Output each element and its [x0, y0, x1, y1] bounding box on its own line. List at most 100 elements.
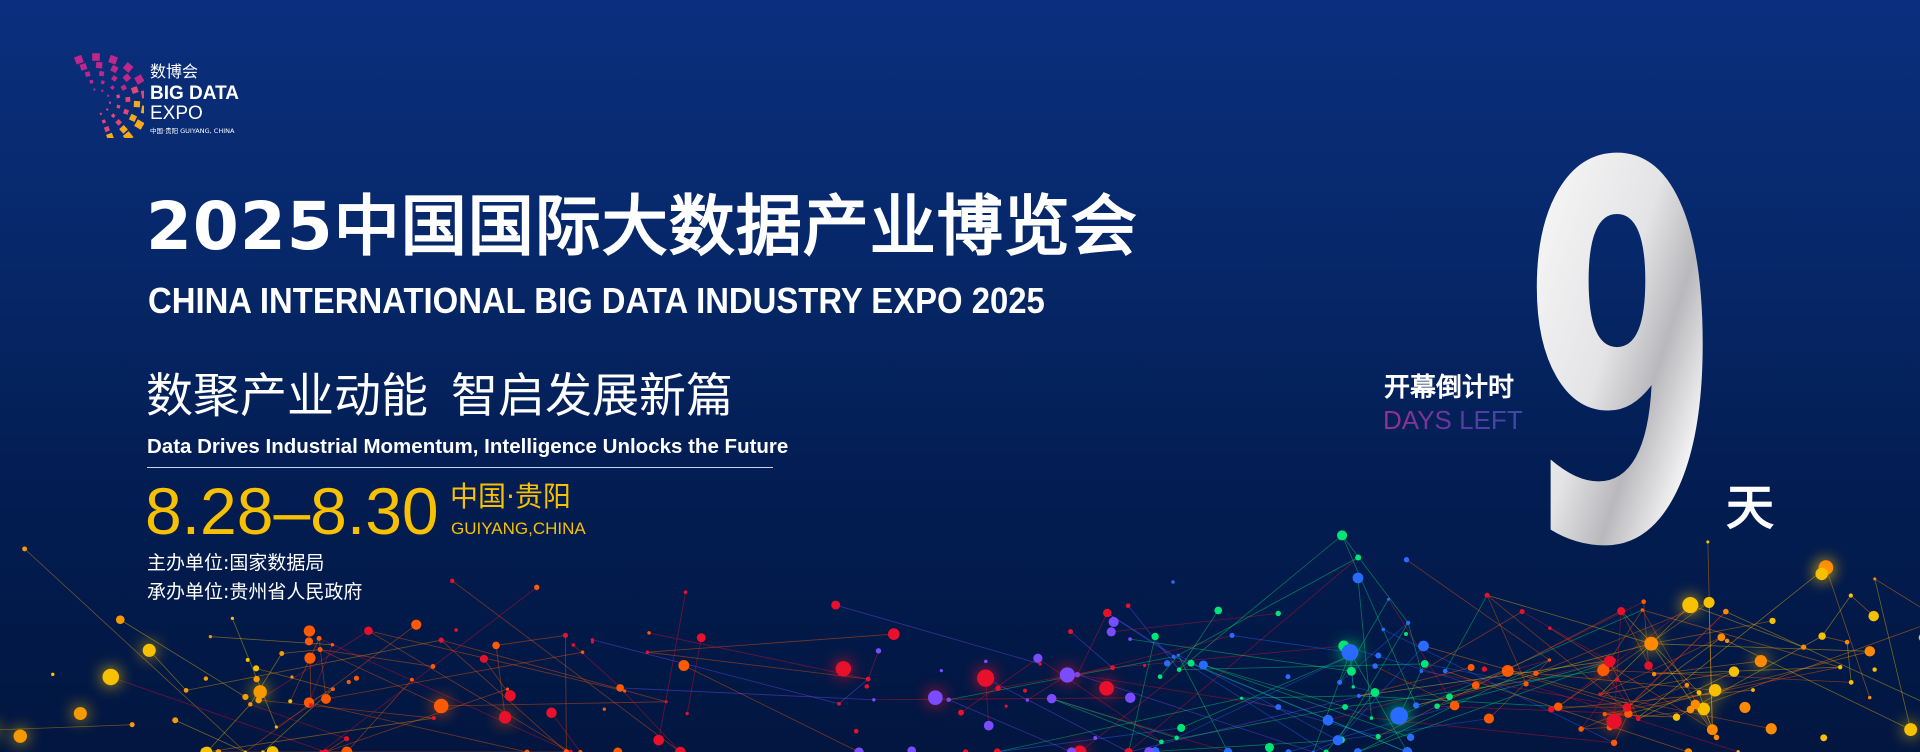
network-node [1523, 681, 1529, 687]
network-node [364, 626, 373, 636]
network-node [946, 697, 951, 703]
network-line [1445, 670, 1689, 752]
logo-tile [122, 62, 134, 73]
network-line [0, 724, 133, 731]
network-line [1637, 567, 1827, 718]
logo-tile [122, 108, 130, 115]
network-node [1818, 632, 1826, 640]
network-node [1342, 704, 1348, 710]
slogan-cn: 数聚产业动能 智启发展新篇 [146, 369, 733, 424]
network-line [308, 702, 528, 752]
network-line [1341, 535, 1417, 706]
network-node [563, 749, 570, 752]
network-node [653, 734, 665, 746]
network-node [1125, 692, 1136, 704]
network-line [997, 697, 1242, 752]
network-node [242, 693, 249, 701]
logo-tile [133, 100, 141, 108]
network-line [1638, 671, 1735, 720]
network-line [1378, 610, 1622, 737]
network-line [325, 688, 508, 752]
network-line [281, 649, 321, 654]
network-line [619, 687, 681, 752]
network-line [1581, 726, 1610, 730]
network-line [1077, 674, 1314, 752]
logo-tile [100, 80, 105, 85]
network-node [1641, 599, 1647, 605]
network-node [993, 748, 1001, 752]
network-line [1488, 659, 1550, 719]
title-cn: 2025中国国际大数据产业博览会 [146, 188, 1138, 265]
network-line [647, 633, 894, 653]
network-node [1353, 748, 1362, 752]
network-node [887, 628, 900, 640]
network-line [1613, 713, 1629, 744]
network-line [1613, 611, 1727, 722]
network-node [1066, 747, 1077, 752]
network-node [438, 637, 444, 643]
network-node [1332, 735, 1343, 746]
logo-tile [95, 61, 103, 69]
network-line [948, 699, 1072, 752]
logo-tile [140, 105, 144, 115]
network-line [440, 639, 567, 752]
network-node [1372, 663, 1378, 669]
network-node [1322, 714, 1334, 726]
network-node [253, 665, 260, 672]
network-node [1724, 638, 1730, 644]
network-line [1327, 659, 1550, 721]
network-node [506, 687, 510, 691]
network-line [1650, 643, 1717, 738]
network-node [1848, 679, 1854, 685]
network-node [1501, 664, 1514, 677]
network-node [602, 707, 606, 711]
network-line [1707, 541, 1713, 730]
logo-tile [115, 118, 123, 126]
network-node [1873, 577, 1877, 581]
network-node [253, 685, 267, 699]
event-dates: 8.28–8.30 [145, 474, 439, 548]
network-line [258, 630, 369, 701]
network-node [504, 690, 516, 702]
network-line [1725, 611, 1920, 701]
network-line [1077, 674, 1279, 708]
network-node [1171, 580, 1175, 584]
network-node [1717, 633, 1726, 642]
network-node [854, 747, 864, 752]
network-node [1103, 608, 1112, 618]
network-node [1068, 629, 1073, 635]
network-node [1381, 627, 1386, 632]
network-node [580, 650, 585, 654]
network-node [1651, 671, 1657, 677]
logo-tile [93, 88, 96, 91]
network-node [1125, 603, 1131, 609]
network-line [1051, 698, 1162, 743]
network-line [1525, 683, 1739, 752]
network-node [645, 650, 650, 654]
network-line [1507, 670, 1716, 691]
network-line [658, 592, 686, 741]
network-line [1651, 620, 1773, 645]
network-node [1547, 658, 1552, 662]
network-node [303, 625, 316, 637]
network-line [1407, 622, 1422, 672]
network-node [1336, 530, 1348, 541]
network-line [256, 667, 333, 690]
network-node [1341, 643, 1359, 661]
network-node [1099, 681, 1114, 696]
network-node [1872, 667, 1877, 672]
network-line [648, 632, 869, 680]
network-line [206, 717, 434, 752]
network-node [864, 684, 870, 689]
network-node [1597, 664, 1610, 677]
network-line [1358, 659, 1614, 697]
network-line [1423, 645, 1677, 718]
network-line [452, 580, 681, 752]
network-line [1654, 660, 1761, 675]
network-line [592, 639, 840, 705]
network-line [1521, 611, 1610, 662]
network-node [316, 635, 322, 641]
network-node [1144, 747, 1154, 752]
network-node [1174, 735, 1179, 741]
network-line [441, 639, 667, 703]
